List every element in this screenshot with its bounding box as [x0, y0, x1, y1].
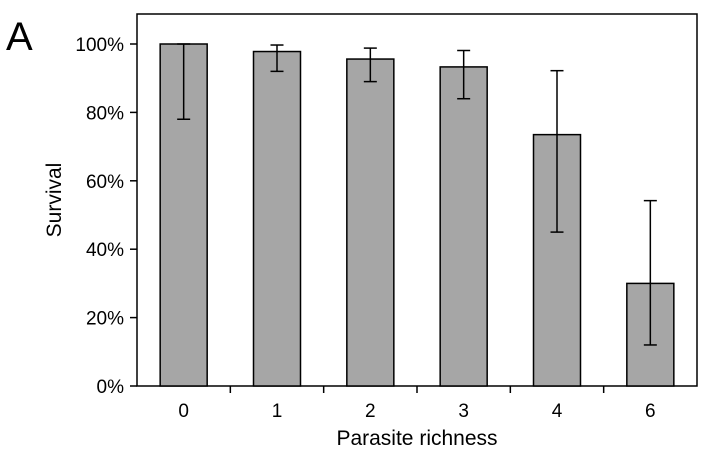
y-tick-label: 60% — [86, 172, 124, 193]
bar — [252, 50, 302, 387]
x-tick-label: 2 — [365, 401, 376, 422]
y-tick-label: 80% — [86, 103, 124, 124]
y-tick-label: 0% — [97, 377, 125, 398]
y-tick-label: 20% — [86, 309, 124, 330]
x-tick-label: 3 — [458, 401, 469, 422]
bars — [159, 43, 675, 387]
x-axis: 0 1 2 3 4 6 — [178, 386, 656, 422]
x-tick-label: 0 — [178, 401, 189, 422]
y-tick-label: 40% — [86, 240, 124, 261]
x-axis-label: Parasite richness — [336, 427, 497, 450]
x-tick-label: 4 — [552, 401, 563, 422]
y-axis-label: Survival — [43, 163, 66, 238]
bar — [439, 66, 488, 387]
plot-frame — [136, 13, 698, 387]
y-axis: 0% 20% 40% 60% 80% 100% — [75, 35, 137, 398]
error-bars — [177, 43, 657, 346]
panel-label: A — [6, 15, 33, 59]
bar — [346, 58, 395, 387]
x-tick-label: 1 — [272, 401, 283, 422]
y-tick-label: 100% — [75, 35, 124, 56]
x-tick-label: 6 — [645, 401, 656, 422]
